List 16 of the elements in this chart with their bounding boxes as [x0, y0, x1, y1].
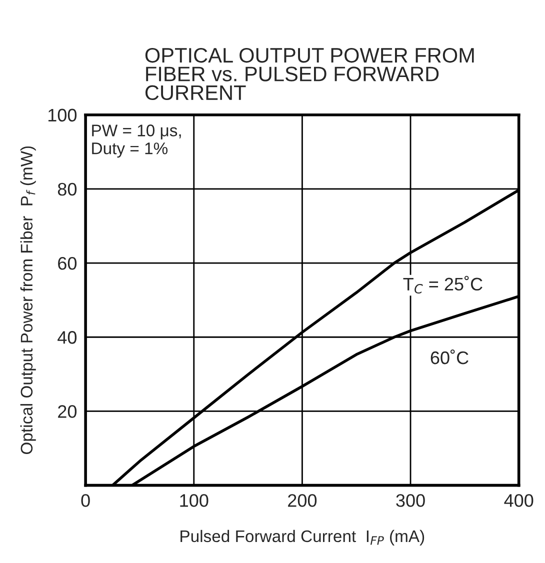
x-tick-label: 300 [396, 494, 425, 507]
x-tick-label: 400 [504, 494, 534, 507]
x-axis-title: Pulsed Forward Current I$_{FP}$ (mA) [180, 530, 424, 546]
y-tick-label: 100 [48, 108, 77, 122]
y-tick-label: 60 [58, 256, 77, 270]
x-tick-label: 200 [288, 494, 317, 507]
y-tick-label: 80 [58, 182, 77, 196]
annotation: T$_{C}$ = 25˚C [403, 276, 482, 294]
x-tick-label: 0 [81, 494, 90, 507]
chart-title: OPTICAL OUTPUT POWER FROM FIBER vs. PULSED FORWARD CURRENT [145, 48, 474, 100]
annotation: 60˚C [430, 349, 468, 364]
y-tick-label: 40 [58, 331, 77, 344]
y-tick-label: 20 [58, 405, 77, 418]
x-tick-label: 100 [180, 494, 208, 507]
y-axis-title: Optical Output Power from Fiber P$_{f}$ (mW) [20, 146, 36, 454]
annotation: PW = 10 μs, Duty = 1% [92, 124, 181, 158]
